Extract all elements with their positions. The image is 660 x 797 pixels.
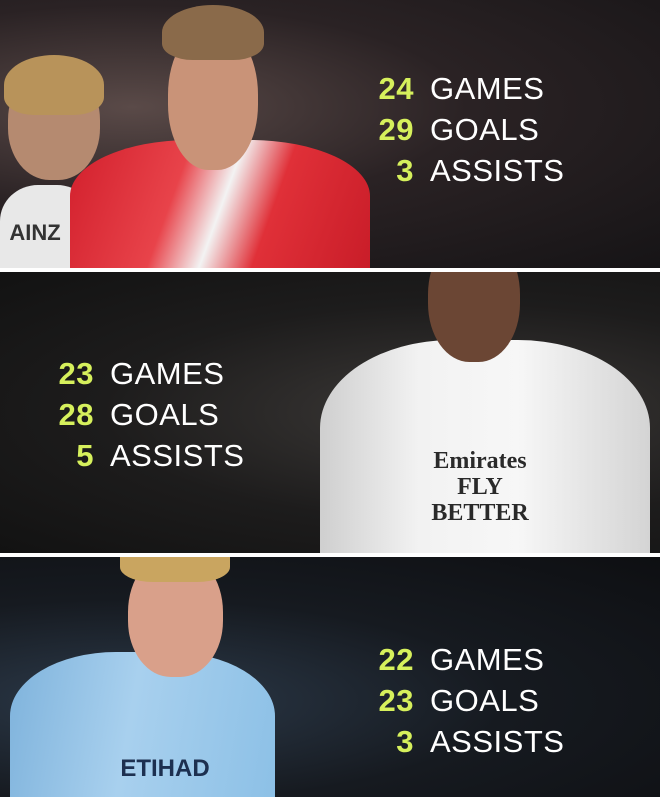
stat-goals: 23 GOALS xyxy=(378,683,540,718)
player-photo-3: ETIHAD xyxy=(0,557,300,797)
panel-player-2: Emirates FLY BETTER 23 GAMES 28 GOALS 5 ASS… xyxy=(0,272,660,553)
stat-assists: 3 ASSISTS xyxy=(396,153,565,188)
stat-goals: 28 GOALS xyxy=(58,397,220,432)
player-photo-1: AINZ xyxy=(0,0,380,268)
stat-games: 22 GAMES xyxy=(378,642,545,677)
jersey-text: AINZ xyxy=(9,220,61,245)
jersey-text: Emirates FLY BETTER xyxy=(431,448,529,526)
stat-assists: 5 ASSISTS xyxy=(76,438,245,473)
stat-assists: 3 ASSISTS xyxy=(396,724,565,759)
stats-block: 22 GAMES 23 GOALS 3 ASSISTS xyxy=(356,639,564,762)
stat-goals: 29 GOALS xyxy=(378,112,540,147)
stats-block: 24 GAMES 29 GOALS 3 ASSISTS xyxy=(356,68,564,191)
panel-player-3: ETIHAD 22 GAMES 23 GOALS 3 ASSISTS xyxy=(0,557,660,797)
stat-games: 23 GAMES xyxy=(58,356,225,391)
stats-block: 23 GAMES 28 GOALS 5 ASSISTS xyxy=(36,353,244,476)
player-photo-2: Emirates FLY BETTER xyxy=(310,272,660,553)
stat-games: 24 GAMES xyxy=(378,71,545,106)
jersey-text: ETIHAD xyxy=(120,755,210,782)
panel-player-1: AINZ 24 GAMES 29 GOALS 3 ASSISTS xyxy=(0,0,660,268)
